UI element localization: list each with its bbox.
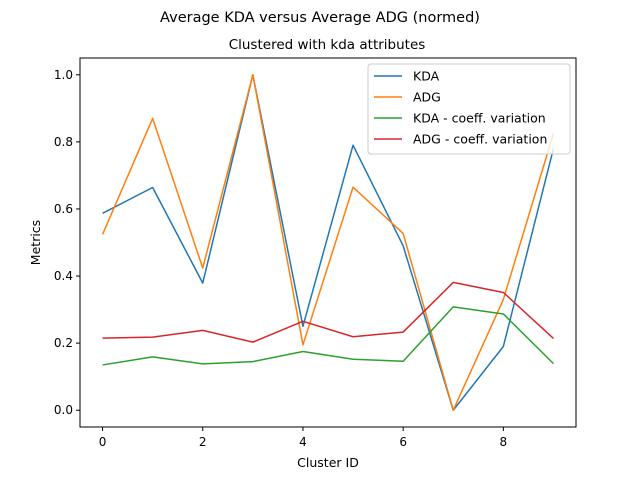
y-tick-label: 0.4 [54,269,73,283]
legend-box [367,63,571,155]
legend-label: ADG - coeff. variation [413,132,547,147]
x-tick-label: 8 [500,435,508,449]
series-line-adg-coeff-variation [102,281,554,343]
x-axis-label: Cluster ID [297,455,359,470]
x-tick-label: 0 [99,435,107,449]
legend-label: ADG [413,90,441,105]
x-tick-label: 6 [399,435,407,449]
x-tick-label: 4 [299,435,307,449]
chart-subtitle: Clustered with kda attributes [229,37,426,53]
x-tick-label: 2 [199,435,207,449]
series-line-adg [101,74,555,411]
y-tick-label: 0.8 [54,135,73,149]
y-tick-label: 0.2 [54,336,73,350]
plot-frame [79,57,577,428]
legend-label: KDA - coeff. variation [413,111,546,126]
x-axis-ticks: 0 2 4 6 8 [99,427,507,449]
legend-label: KDA [413,69,440,84]
y-tick-label: 0.6 [54,202,73,216]
y-tick-label: 0.0 [54,403,73,417]
y-axis-ticks: 0.0 0.2 0.4 0.6 0.8 1.0 [54,68,80,417]
chart-title: Average KDA versus Average ADG (normed) [160,10,480,26]
legend: KDA ADG KDA - coeff. variation ADG - coeff.… [367,63,571,155]
plot-lines [101,74,555,411]
y-axis-label: Metrics [28,220,43,265]
series-line-kda-coeff-variation [102,306,554,366]
series-line-kda [102,74,555,411]
y-tick-label: 1.0 [54,68,73,82]
